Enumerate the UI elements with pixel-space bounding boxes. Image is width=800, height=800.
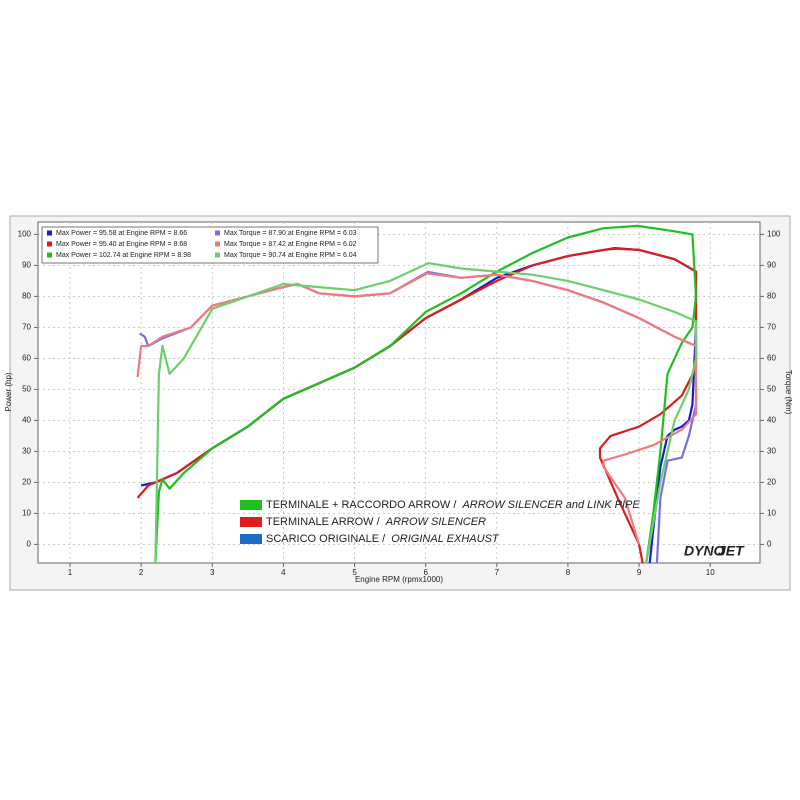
- y-tick-label: 90: [22, 261, 31, 270]
- y2-tick-label: 60: [767, 354, 776, 363]
- legend2-swatch: [240, 517, 262, 527]
- y-tick-label: 80: [22, 292, 31, 301]
- series-line: [154, 262, 698, 564]
- y-tick-label: 30: [22, 447, 31, 456]
- legend2-italic: ARROW SILENCER and LINK PIPE: [461, 499, 640, 511]
- legend-label: Max Torque = 87.90 at Engine RPM = 6.03: [224, 230, 357, 237]
- y-tick-label: 70: [22, 323, 31, 332]
- legend-label: Max Power = 95.58 at Engine RPM = 8.66: [56, 230, 187, 237]
- logo-text: DYNO: [684, 543, 725, 559]
- y-tick-label: 50: [22, 385, 31, 394]
- legend2-label: TERMINALE + RACCORDO ARROW / ARROW SILEN…: [266, 499, 640, 511]
- y2-tick-label: 70: [767, 323, 776, 332]
- y2-tick-label: 90: [767, 261, 776, 270]
- logo: DYNO JET: [684, 543, 745, 559]
- legend2-label: TERMINALE ARROW / ARROW SILENCER: [266, 516, 486, 528]
- logo-text: JET: [718, 543, 745, 559]
- y-tick-label: 40: [22, 416, 31, 425]
- y2-tick-label: 100: [767, 230, 781, 239]
- y2-tick-label: 0: [767, 540, 772, 549]
- x-tick-label: 3: [210, 568, 215, 577]
- legend-box: [41, 226, 379, 264]
- y-tick-label: 100: [18, 230, 32, 239]
- x-tick-label: 4: [281, 568, 286, 577]
- legend2-text: TERMINALE ARROW /: [266, 516, 383, 528]
- legend2-text: SCARICO ORIGINALE /: [266, 533, 388, 545]
- legend-swatch: [47, 230, 52, 236]
- legend2-italic: ORIGINAL EXHAUST: [391, 533, 500, 545]
- x-axis-title: Engine RPM (rpmx1000): [355, 575, 443, 584]
- legend-swatch: [215, 230, 220, 236]
- legend-swatch: [215, 241, 220, 247]
- legend-swatch: [47, 252, 52, 258]
- y-tick-label: 20: [22, 478, 31, 487]
- legend-label: Max Power = 102.74 at Engine RPM = 8.98: [56, 252, 191, 259]
- legend2-label: SCARICO ORIGINALE / ORIGINAL EXHAUST: [266, 533, 500, 545]
- y2-tick-label: 10: [767, 509, 776, 518]
- x-tick-label: 7: [495, 568, 500, 577]
- legend-swatch: [47, 241, 52, 247]
- x-tick-label: 10: [706, 568, 715, 577]
- x-tick-label: 5: [352, 568, 357, 577]
- y2-tick-label: 80: [767, 292, 776, 301]
- x-tick-label: 1: [68, 568, 73, 577]
- y2-tick-label: 50: [767, 385, 776, 394]
- legend2-italic: ARROW SILENCER: [385, 516, 486, 528]
- legend-swatch: [215, 252, 220, 258]
- y2-axis-title: Torque (Nm): [784, 370, 793, 415]
- x-tick-label: 9: [637, 568, 642, 577]
- legend-label: Max Torque = 90.74 at Engine RPM = 6.04: [224, 252, 357, 259]
- legend-label: Max Torque = 87.42 at Engine RPM = 6.02: [224, 241, 357, 248]
- y-tick-label: 60: [22, 354, 31, 363]
- x-tick-label: 2: [139, 568, 144, 577]
- y-tick-label: 0: [27, 540, 32, 549]
- plot-area: [37, 221, 761, 564]
- y-tick-label: 10: [22, 509, 31, 518]
- x-tick-label: 6: [423, 568, 428, 577]
- y2-tick-label: 40: [767, 416, 776, 425]
- y2-tick-label: 30: [767, 447, 776, 456]
- legend2-text: TERMINALE + RACCORDO ARROW /: [266, 499, 459, 511]
- y2-tick-label: 20: [767, 478, 776, 487]
- legend2-swatch: [240, 500, 262, 510]
- legend-label: Max Power = 95.40 at Engine RPM = 8.68: [56, 241, 187, 248]
- x-tick-label: 8: [566, 568, 571, 577]
- legend2-swatch: [240, 534, 262, 544]
- y-axis-title: Power (hp): [4, 372, 13, 411]
- series-line: [136, 272, 698, 545]
